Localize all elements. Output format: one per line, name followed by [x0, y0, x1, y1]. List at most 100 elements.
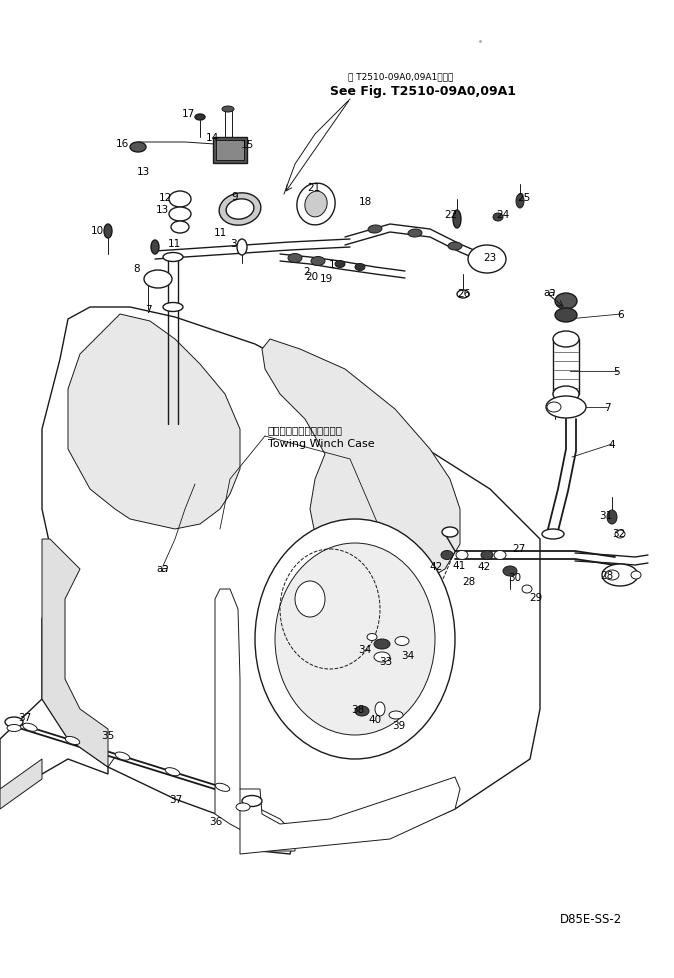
Ellipse shape	[375, 702, 385, 716]
Text: 17: 17	[181, 109, 195, 119]
Polygon shape	[68, 315, 240, 529]
Text: D85E-SS-2: D85E-SS-2	[560, 912, 622, 925]
Polygon shape	[240, 778, 460, 854]
Text: 3: 3	[230, 239, 237, 248]
Ellipse shape	[542, 529, 564, 540]
Ellipse shape	[547, 403, 561, 413]
Text: 32: 32	[613, 528, 625, 539]
Ellipse shape	[7, 725, 21, 732]
Ellipse shape	[453, 211, 461, 229]
Polygon shape	[42, 308, 540, 854]
Ellipse shape	[408, 230, 422, 238]
Polygon shape	[42, 540, 108, 767]
Polygon shape	[215, 590, 295, 851]
Text: 13: 13	[136, 167, 150, 177]
Ellipse shape	[395, 637, 409, 645]
Ellipse shape	[546, 397, 586, 419]
Text: 18: 18	[359, 197, 371, 206]
Ellipse shape	[104, 225, 112, 239]
Ellipse shape	[219, 194, 261, 226]
Text: a: a	[547, 287, 555, 299]
Ellipse shape	[494, 551, 506, 560]
Ellipse shape	[368, 226, 382, 234]
Text: 12: 12	[158, 193, 172, 202]
Ellipse shape	[631, 571, 641, 579]
Ellipse shape	[493, 214, 503, 222]
Text: 29: 29	[529, 593, 543, 602]
Ellipse shape	[165, 768, 180, 776]
Ellipse shape	[553, 332, 579, 347]
Ellipse shape	[163, 253, 183, 262]
Text: 14: 14	[206, 133, 218, 143]
Ellipse shape	[553, 386, 579, 403]
Text: a: a	[157, 563, 163, 573]
Polygon shape	[262, 339, 460, 590]
Ellipse shape	[555, 293, 577, 310]
Text: 7: 7	[145, 305, 151, 315]
Ellipse shape	[374, 640, 390, 649]
Text: 39: 39	[392, 720, 406, 731]
Text: See Fig. T2510-09A0,09A1: See Fig. T2510-09A0,09A1	[330, 85, 516, 99]
Text: 13: 13	[156, 204, 168, 215]
Text: 41: 41	[452, 560, 466, 570]
Ellipse shape	[151, 241, 159, 254]
Text: 20: 20	[305, 272, 319, 282]
Text: 5: 5	[614, 367, 620, 377]
Ellipse shape	[468, 245, 506, 274]
Ellipse shape	[457, 290, 469, 298]
Text: 16: 16	[115, 139, 129, 149]
Ellipse shape	[222, 107, 234, 112]
Text: 11: 11	[214, 228, 226, 238]
Ellipse shape	[236, 803, 250, 811]
Ellipse shape	[297, 184, 335, 226]
Ellipse shape	[481, 551, 493, 560]
Ellipse shape	[288, 254, 302, 263]
Text: 37: 37	[169, 794, 183, 804]
Ellipse shape	[503, 566, 517, 576]
Text: 22: 22	[444, 210, 458, 220]
Text: 10: 10	[90, 226, 104, 236]
Text: 33: 33	[379, 656, 393, 666]
Ellipse shape	[115, 752, 129, 760]
Ellipse shape	[215, 783, 230, 791]
Ellipse shape	[195, 114, 205, 121]
Ellipse shape	[441, 551, 453, 560]
Text: 34: 34	[359, 645, 371, 654]
Ellipse shape	[5, 717, 23, 728]
Ellipse shape	[144, 271, 172, 289]
Text: 19: 19	[319, 274, 333, 284]
Text: 8: 8	[133, 264, 140, 274]
Text: a: a	[544, 288, 550, 297]
Ellipse shape	[555, 309, 577, 323]
Text: 34: 34	[402, 650, 415, 660]
Text: Towing Winch Case: Towing Winch Case	[268, 438, 375, 449]
Ellipse shape	[355, 706, 369, 716]
Ellipse shape	[169, 207, 191, 222]
Ellipse shape	[602, 564, 638, 587]
Text: 40: 40	[369, 714, 381, 725]
Text: 4: 4	[609, 439, 615, 450]
Bar	[216, 141, 244, 160]
Ellipse shape	[163, 303, 183, 312]
Ellipse shape	[522, 586, 532, 594]
Text: 25: 25	[518, 193, 530, 202]
Ellipse shape	[23, 724, 37, 732]
Text: 36: 36	[210, 817, 222, 826]
Ellipse shape	[242, 796, 262, 807]
Text: 37: 37	[18, 712, 32, 723]
Ellipse shape	[169, 192, 191, 207]
Text: 42: 42	[429, 561, 443, 571]
Ellipse shape	[448, 243, 462, 250]
Ellipse shape	[442, 527, 458, 538]
Text: 28: 28	[601, 570, 613, 580]
Text: 6: 6	[617, 310, 624, 320]
Ellipse shape	[65, 736, 80, 745]
Text: 31: 31	[599, 511, 613, 520]
Text: 15: 15	[241, 140, 253, 150]
Text: 35: 35	[101, 731, 115, 740]
Ellipse shape	[374, 652, 390, 662]
Text: 21: 21	[307, 183, 321, 193]
Ellipse shape	[255, 519, 455, 759]
Text: 26: 26	[458, 289, 470, 298]
Ellipse shape	[237, 240, 247, 255]
